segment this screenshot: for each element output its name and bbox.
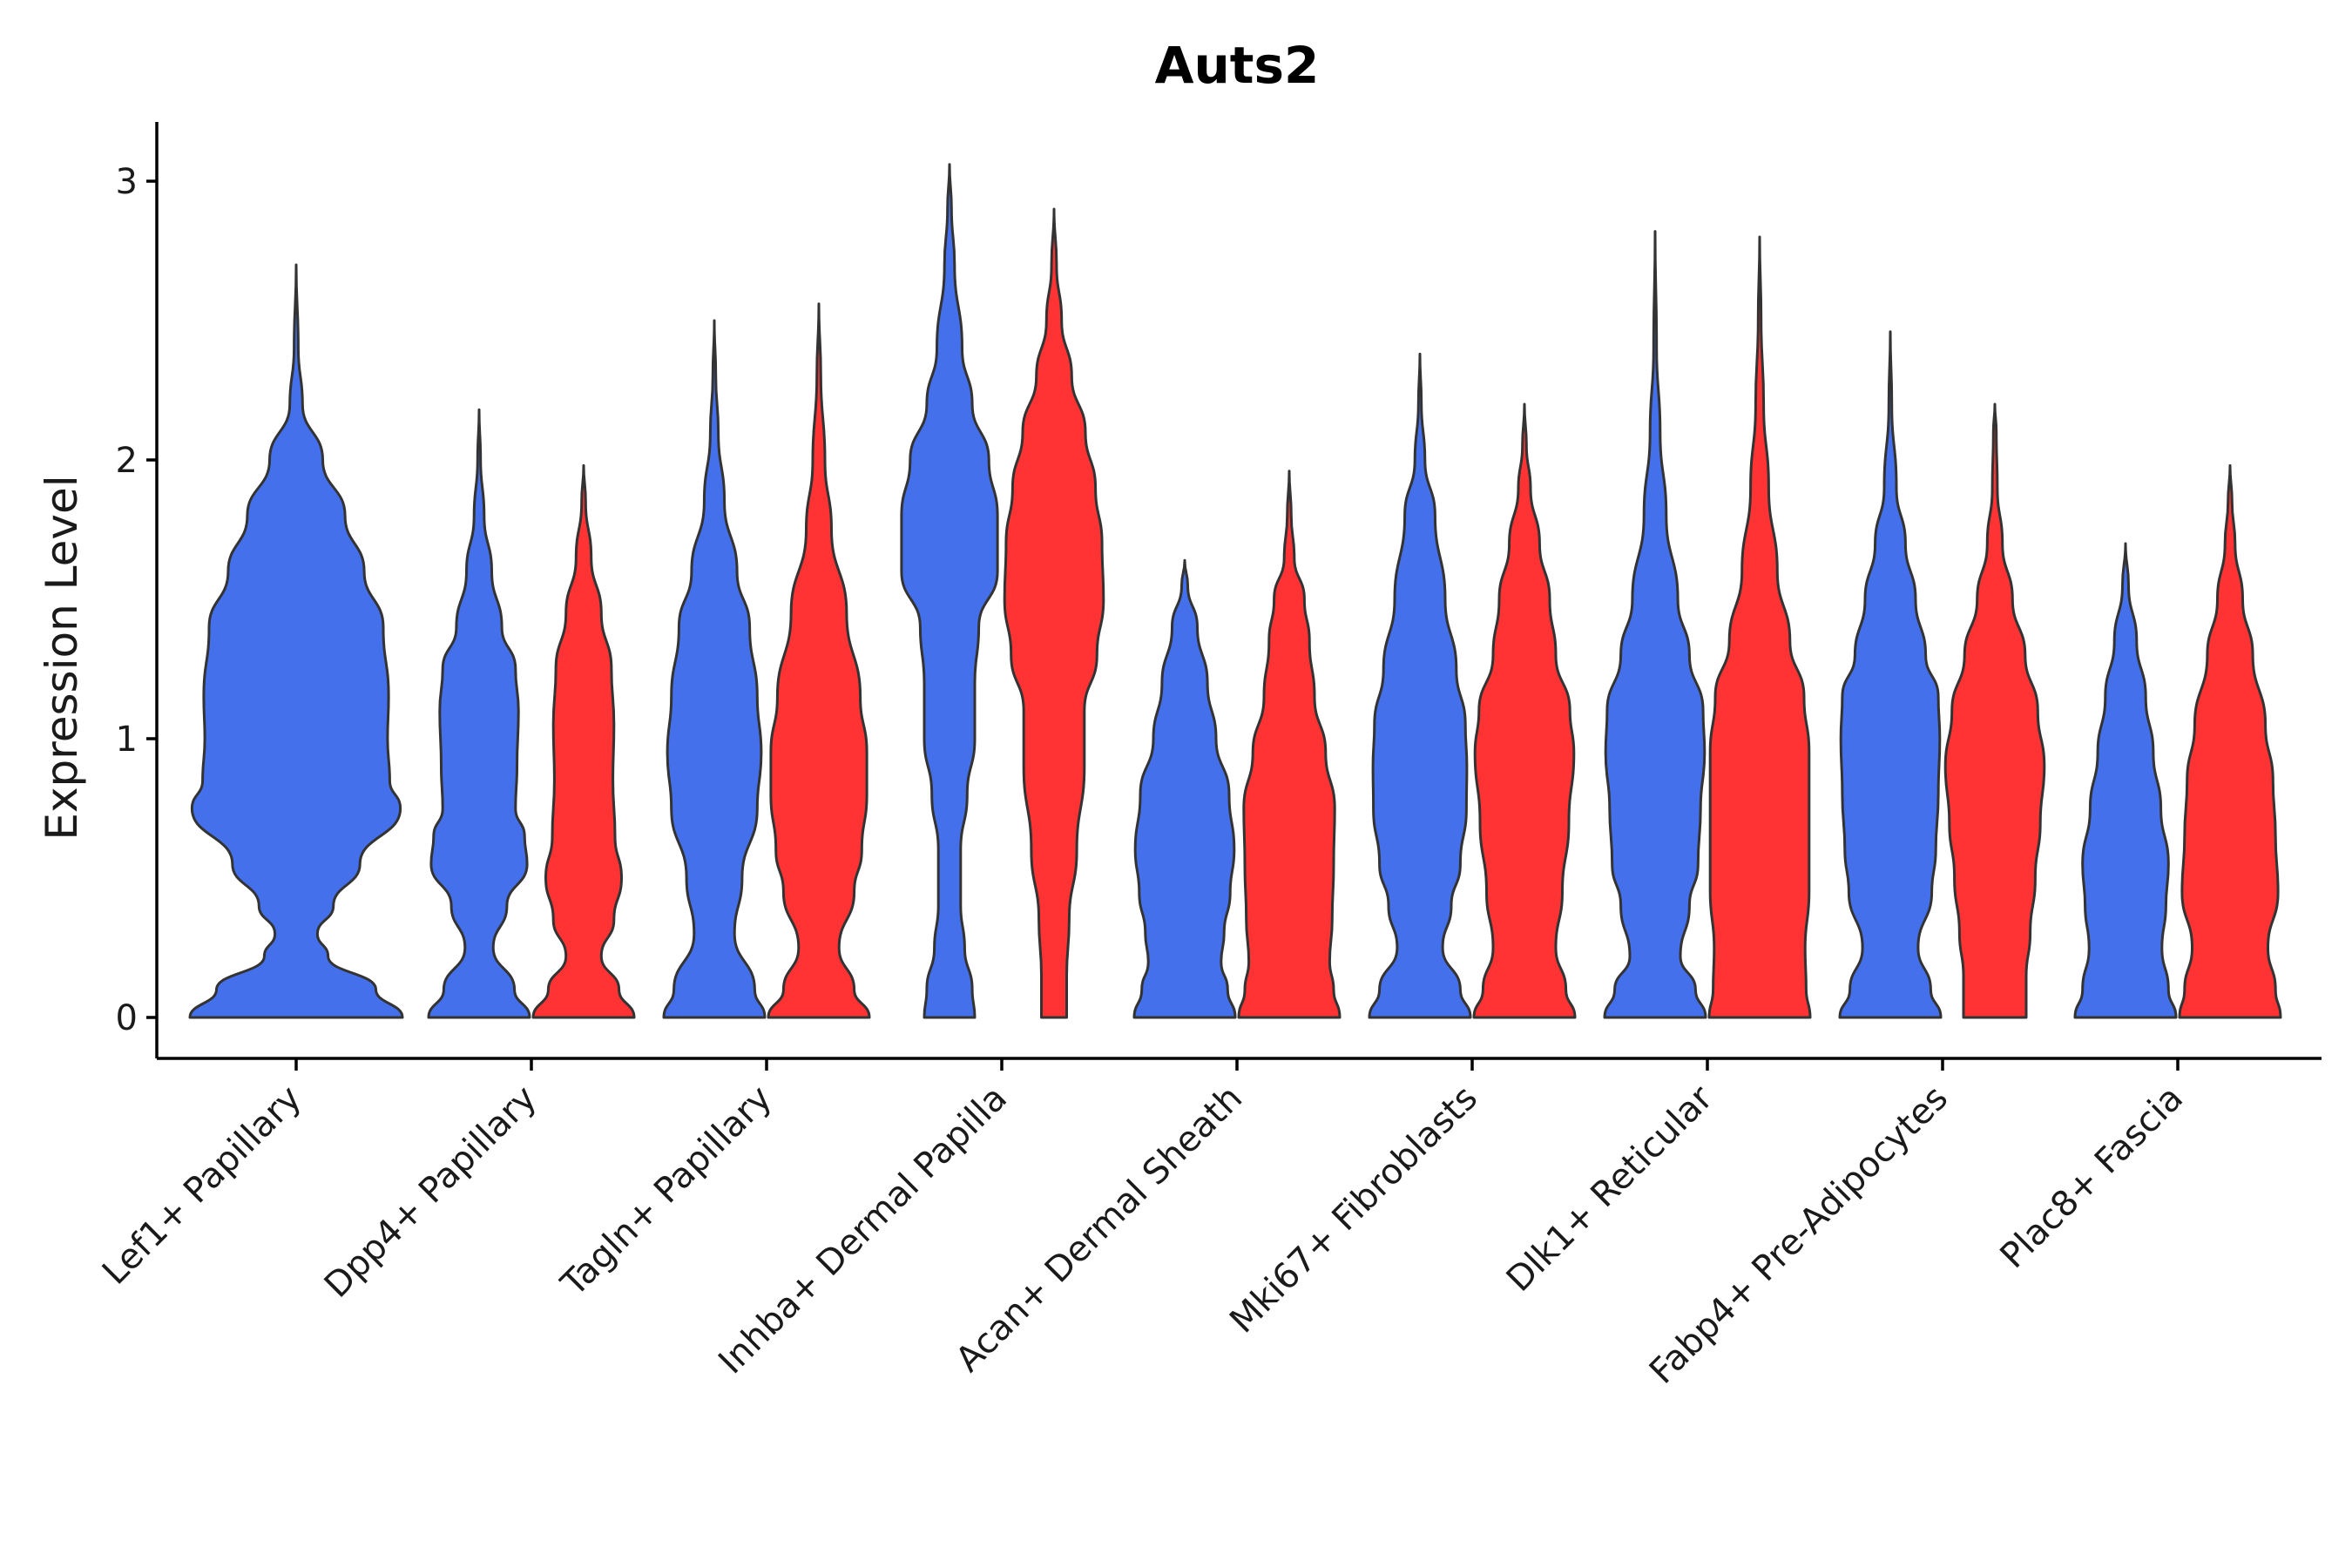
violin-tagln-papillary-group-2 — [767, 302, 871, 1019]
violin-inhba-dermal-papilla-group-2 — [1003, 207, 1105, 1019]
y-tick-label-3: 3 — [116, 162, 138, 202]
violin-dpp4-papillary-group-1 — [427, 408, 531, 1019]
y-axis-label: Expression Level — [37, 475, 87, 840]
violin-dlk1-reticular-group-1 — [1603, 230, 1707, 1019]
axes-group — [155, 122, 2322, 1060]
violin-inhba-dermal-papilla-group-1 — [900, 163, 999, 1019]
violin-lef1-papillary-group-1 — [188, 263, 404, 1019]
violin-plac8-fascia-group-1 — [2073, 542, 2178, 1019]
violin-tagln-papillary-group-1 — [662, 319, 767, 1019]
violin-plac8-fascia-group-2 — [2178, 463, 2282, 1019]
violin-dpp4-papillary-group-2 — [531, 463, 636, 1019]
violin-mki67-fibroblasts-group-2 — [1472, 402, 1577, 1019]
y-ticks-group: 0 1 2 3 — [116, 162, 157, 1038]
violin-acan-dermal-sheath-group-1 — [1132, 558, 1237, 1019]
chart-title: Auts2 — [1155, 36, 1320, 95]
violin-fabp4-pre-adipocytes-group-2 — [1943, 402, 2046, 1019]
y-tick-label-0: 0 — [116, 998, 138, 1038]
violins-group — [188, 163, 2282, 1019]
y-tick-label-2: 2 — [116, 441, 138, 481]
violin-acan-dermal-sheath-group-2 — [1237, 470, 1342, 1019]
violin-dlk1-reticular-group-2 — [1707, 235, 1812, 1019]
violin-mki67-fibroblasts-group-1 — [1368, 352, 1472, 1019]
y-tick-label-1: 1 — [116, 720, 138, 760]
violin-fabp4-pre-adipocytes-group-1 — [1838, 330, 1943, 1019]
